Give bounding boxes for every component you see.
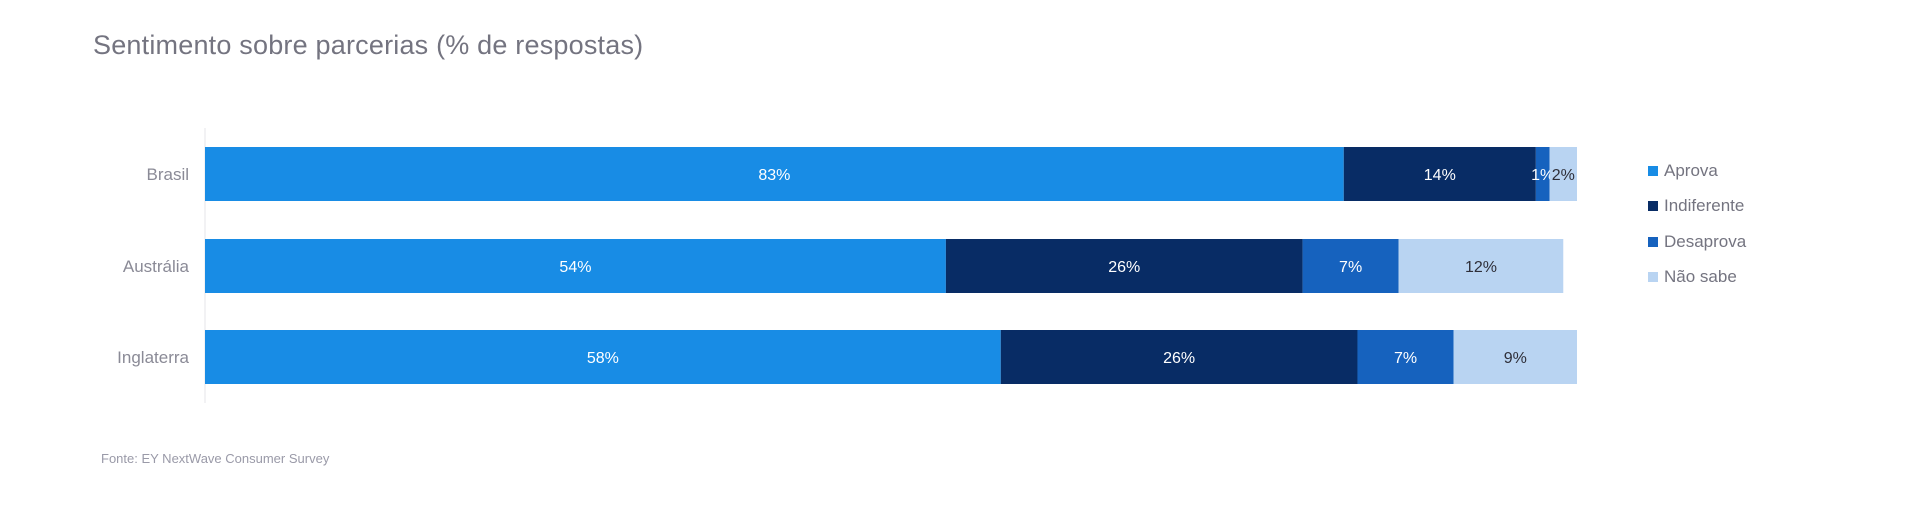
bar-segment [1398,239,1564,293]
data-label: 9% [1504,350,1527,367]
legend-swatch [1648,201,1658,212]
data-label: 2% [1552,167,1575,184]
legend-swatch [1648,272,1658,283]
data-label: 54% [559,259,591,276]
bar-segment [205,147,1344,201]
legend-item: Aprova [1648,153,1746,189]
chart-title: Sentimento sobre parcerias (% de respost… [93,30,644,60]
category-label: Inglaterra [117,348,189,367]
bar-segment [1302,239,1399,293]
data-label: 83% [758,167,790,184]
legend-label: Indiferente [1664,196,1745,216]
bar-segment [1535,147,1550,201]
bar-segment [1000,330,1358,384]
bar-segment [1357,330,1454,384]
legend-label: Aprova [1664,160,1718,180]
category-label: Brasil [146,165,189,184]
data-label: 1% [1531,167,1554,184]
category-label: Austrália [123,257,190,276]
data-label: 7% [1339,259,1362,276]
bar-segment [945,239,1303,293]
bar-segment [1549,147,1577,201]
data-label: 7% [1394,350,1417,367]
legend-swatch [1648,165,1658,176]
data-label: 14% [1424,167,1456,184]
data-label: 58% [587,350,619,367]
stacked-bar-chart: Brasil 83% 14% 1%2% Austrália 54% 26% 7% 12% Ingl… [117,128,1577,403]
legend-item: Não sabe [1648,260,1746,296]
legend-label: Não sabe [1664,267,1737,287]
bar-segment [1453,330,1577,384]
source-note: Fonte: EY NextWave Consumer Survey [101,451,330,466]
data-label: 12% [1465,259,1497,276]
bar-segment [205,239,946,293]
legend-swatch [1648,236,1658,247]
data-label: 26% [1108,259,1140,276]
legend-label: Desaprova [1664,231,1747,251]
data-label: 26% [1163,350,1195,367]
legend-item: Indiferente [1648,189,1746,225]
bar-segment [205,330,1001,384]
chart-legend: Aprova Indiferente Desaprova Não sabe [1648,153,1746,295]
legend-item: Desaprova [1648,224,1746,260]
bar-segment [1343,147,1536,201]
